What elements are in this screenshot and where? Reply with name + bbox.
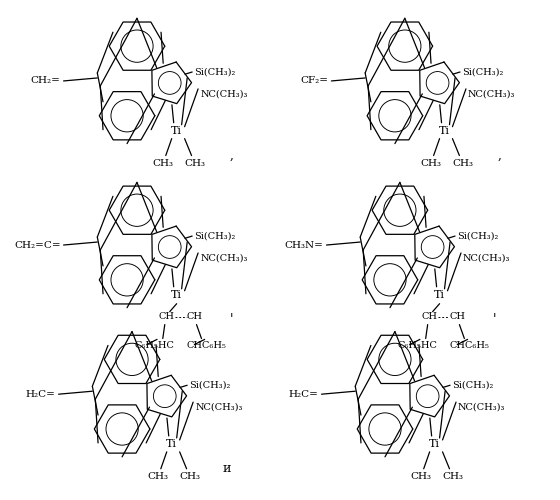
Text: Si(CH₃)₂: Si(CH₃)₂	[457, 232, 498, 240]
Text: Ti: Ti	[434, 290, 445, 300]
Text: NC(CH₃)₃: NC(CH₃)₃	[463, 254, 510, 262]
Text: CH₃: CH₃	[420, 158, 441, 168]
Text: CH: CH	[186, 312, 203, 321]
Text: CHC₆H₅: CHC₆H₅	[449, 342, 489, 350]
Text: NC(CH₃)₃: NC(CH₃)₃	[195, 402, 242, 411]
Text: CH₃: CH₃	[442, 472, 463, 481]
Text: NC(CH₃)₃: NC(CH₃)₃	[200, 254, 248, 262]
Text: Si(CH₃)₂: Si(CH₃)₂	[462, 68, 503, 76]
Text: Ti: Ti	[429, 439, 440, 449]
Text: CH: CH	[422, 312, 438, 321]
Text: C₆H₅HC: C₆H₅HC	[135, 342, 175, 350]
Text: CH₃: CH₃	[152, 158, 173, 168]
Text: Ti: Ti	[171, 126, 182, 136]
Text: ': '	[230, 313, 233, 326]
Text: NC(CH₃)₃: NC(CH₃)₃	[468, 90, 515, 98]
Text: ,: ,	[497, 149, 501, 162]
Text: C₆H₅HC: C₆H₅HC	[398, 342, 438, 350]
Text: CH₃: CH₃	[452, 158, 473, 168]
Text: Ti: Ti	[171, 290, 182, 300]
Text: ': '	[492, 313, 496, 326]
Text: Ti: Ti	[166, 439, 177, 449]
Text: Si(CH₃)₂: Si(CH₃)₂	[189, 380, 230, 390]
Text: CH₃: CH₃	[179, 472, 200, 481]
Text: CH: CH	[450, 312, 465, 321]
Text: H₂C=: H₂C=	[26, 390, 55, 398]
Text: CHC₆H₅: CHC₆H₅	[186, 342, 226, 350]
Text: CH₃: CH₃	[184, 158, 205, 168]
Text: NC(CH₃)₃: NC(CH₃)₃	[200, 90, 248, 98]
Text: Ti: Ti	[439, 126, 450, 136]
Text: CH₃: CH₃	[410, 472, 431, 481]
Text: CH₂=C=: CH₂=C=	[14, 240, 60, 250]
Text: NC(CH₃)₃: NC(CH₃)₃	[458, 402, 505, 411]
Text: H₂C=: H₂C=	[288, 390, 319, 398]
Text: Si(CH₃)₂: Si(CH₃)₂	[452, 380, 493, 390]
Text: CH₃N=: CH₃N=	[284, 240, 324, 250]
Text: CF₂=: CF₂=	[301, 76, 329, 86]
Text: и: и	[222, 462, 231, 475]
Text: CH₂=: CH₂=	[31, 76, 60, 86]
Text: Si(CH₃)₂: Si(CH₃)₂	[194, 232, 235, 240]
Text: ,: ,	[229, 149, 233, 162]
Text: CH₃: CH₃	[147, 472, 169, 481]
Text: CH: CH	[158, 312, 175, 321]
Text: Si(CH₃)₂: Si(CH₃)₂	[194, 68, 235, 76]
